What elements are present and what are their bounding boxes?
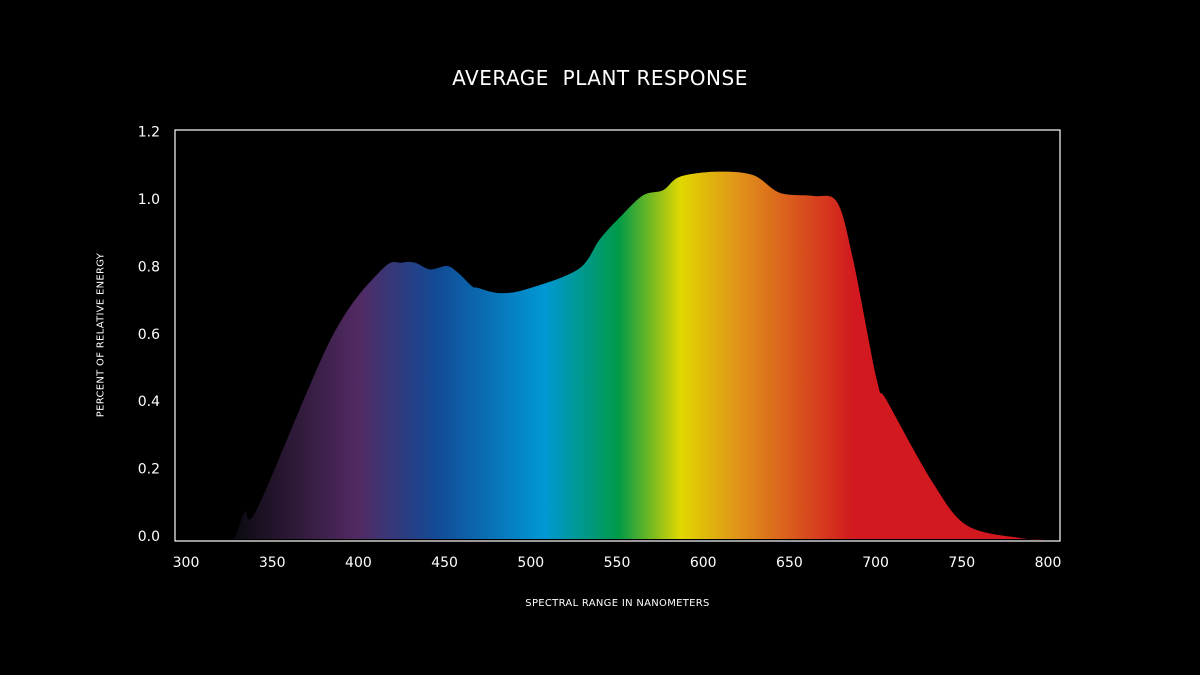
x-tick-label: 500 <box>517 555 544 571</box>
x-tick-label: 600 <box>690 555 717 571</box>
x-tick-label: 350 <box>259 555 286 571</box>
plot-frame <box>174 129 1061 542</box>
y-tick-label: 0.0 <box>138 529 160 545</box>
x-tick-label: 750 <box>948 555 975 571</box>
y-tick-label: 0.4 <box>138 394 160 410</box>
y-tick-label: 1.2 <box>138 125 160 141</box>
y-tick-label: 1.0 <box>138 192 160 208</box>
y-tick-label: 0.6 <box>138 327 160 343</box>
x-tick-label: 450 <box>431 555 458 571</box>
x-tick-label: 550 <box>604 555 631 571</box>
y-tick-label: 0.2 <box>138 462 160 478</box>
x-axis-label: SPECTRAL RANGE IN NANOMETERS <box>525 598 710 609</box>
x-tick-label: 800 <box>1035 555 1062 571</box>
x-tick-label: 650 <box>776 555 803 571</box>
x-tick-label: 400 <box>345 555 372 571</box>
chart-title: AVERAGE PLANT RESPONSE <box>452 66 748 90</box>
spectrum-area <box>230 171 1049 540</box>
x-tick-label: 300 <box>173 555 200 571</box>
x-tick-label: 700 <box>862 555 889 571</box>
y-tick-label: 0.8 <box>138 259 160 275</box>
